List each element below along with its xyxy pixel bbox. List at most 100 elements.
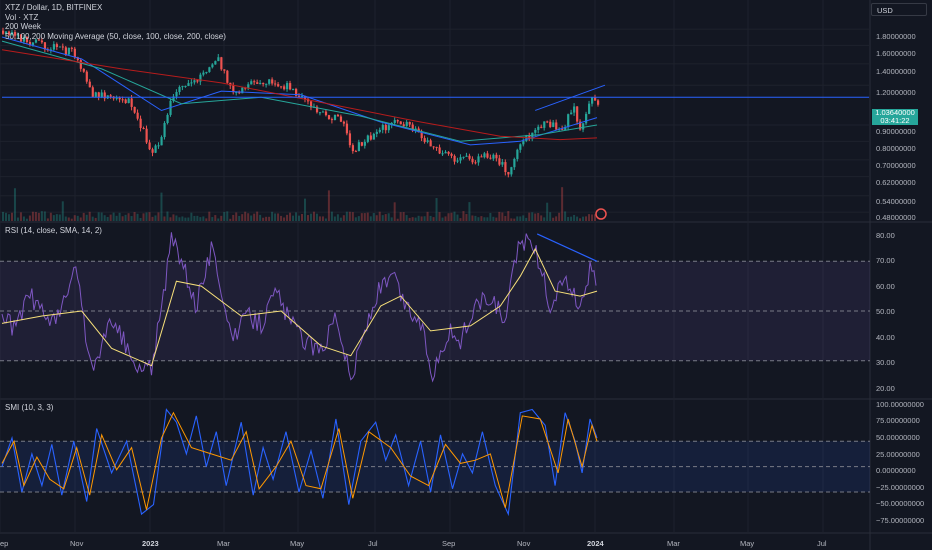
volume-bar <box>220 215 223 221</box>
volume-bar <box>82 212 85 221</box>
candle <box>157 145 160 147</box>
candle <box>232 85 235 93</box>
volume-bar <box>510 218 513 221</box>
candle <box>4 31 8 34</box>
candle <box>178 86 181 92</box>
smi-signal-line <box>1 411 598 510</box>
volume-bar <box>393 202 396 221</box>
price-tick: 0.48000000 <box>876 213 916 222</box>
time-tick-year: 2023 <box>142 539 159 548</box>
volume-bar <box>573 214 576 221</box>
candle <box>351 145 355 152</box>
volume-bar <box>67 217 70 221</box>
volume-bar <box>244 211 247 221</box>
volume-bar <box>438 212 441 221</box>
volume-bar <box>567 217 570 221</box>
volume-bar <box>336 214 339 221</box>
volume-bar <box>351 212 354 221</box>
candle <box>543 121 546 128</box>
rsi-legend[interactable]: RSI (14, close, SMA, 14, 2) <box>5 226 102 236</box>
candle <box>241 87 244 94</box>
volume-bar <box>73 215 76 221</box>
candle <box>217 57 220 62</box>
volume-bar <box>268 216 271 221</box>
indicator-volume[interactable]: Vol · XTZ <box>5 12 39 22</box>
rsi-title[interactable]: RSI (14, close, SMA, 14, 2) <box>5 226 102 235</box>
volume-bar <box>31 211 34 221</box>
candle <box>315 106 319 113</box>
volume-bar <box>151 216 154 221</box>
volume-bar <box>190 212 193 221</box>
volume-bar <box>408 217 411 221</box>
volume-bar <box>495 217 498 221</box>
candle <box>501 162 504 165</box>
candle <box>321 111 325 113</box>
candle <box>289 83 292 90</box>
volume-bar <box>381 215 384 221</box>
candle <box>528 135 531 140</box>
time-tick: Nov <box>517 539 531 548</box>
volume-bar <box>540 215 543 221</box>
candle <box>447 151 450 154</box>
candle <box>561 128 564 130</box>
indicator-200-week[interactable]: 200 Week <box>5 22 41 31</box>
candle <box>160 137 163 146</box>
candle <box>205 71 208 73</box>
candle <box>109 95 112 97</box>
candle <box>139 118 142 128</box>
indicator-moving-average[interactable]: 50,100,200 Moving Average (50, close, 10… <box>5 31 226 41</box>
candle <box>381 124 384 130</box>
candle <box>277 84 280 87</box>
volume-bar <box>306 215 309 221</box>
candle <box>115 97 118 99</box>
volume-bar <box>40 211 43 221</box>
currency-selector[interactable]: USD <box>871 3 927 16</box>
volume-bar <box>420 216 423 221</box>
rsi-ma-line <box>1 247 598 367</box>
last-price-tag: 1.03640000 <box>872 109 918 117</box>
candle <box>256 82 259 84</box>
candle <box>591 97 594 104</box>
volume-bar <box>103 215 106 221</box>
volume-bar <box>202 216 205 221</box>
volume-bar <box>34 211 37 221</box>
candle <box>369 135 372 140</box>
volume-bar <box>456 214 459 221</box>
candle <box>495 154 498 159</box>
volume-bar <box>405 215 408 221</box>
candle <box>220 57 223 70</box>
volume-bar <box>286 214 289 221</box>
smi-title[interactable]: SMI (10, 3, 3) <box>5 403 54 412</box>
volume-bar <box>115 215 118 221</box>
volume-bar <box>309 213 312 221</box>
candle <box>28 42 32 46</box>
volume-bar <box>324 218 327 221</box>
volume-bar <box>199 217 202 221</box>
candle <box>70 47 73 49</box>
volume-bar <box>534 213 537 221</box>
volume-bar <box>241 214 244 221</box>
candle <box>295 88 298 96</box>
candle <box>7 31 11 35</box>
candle <box>268 79 271 84</box>
candle <box>103 92 106 99</box>
symbol-title[interactable]: XTZ / Dollar, 1D, BITFINEX <box>5 3 103 12</box>
volume-bar <box>184 217 187 221</box>
volume-bar <box>187 217 190 221</box>
volume-bar <box>196 215 199 221</box>
candle <box>345 123 349 134</box>
volume-bar <box>19 212 22 221</box>
volume-bar <box>43 211 46 221</box>
candle <box>22 36 26 42</box>
candle <box>196 80 199 82</box>
volume-bar <box>100 212 103 221</box>
candle <box>450 153 453 156</box>
volume-bar <box>91 216 94 221</box>
volume-bar <box>127 213 130 221</box>
candle <box>468 155 471 159</box>
time-tick: Nov <box>70 539 84 548</box>
candle <box>2 30 5 34</box>
smi-legend[interactable]: SMI (10, 3, 3) <box>5 403 53 413</box>
